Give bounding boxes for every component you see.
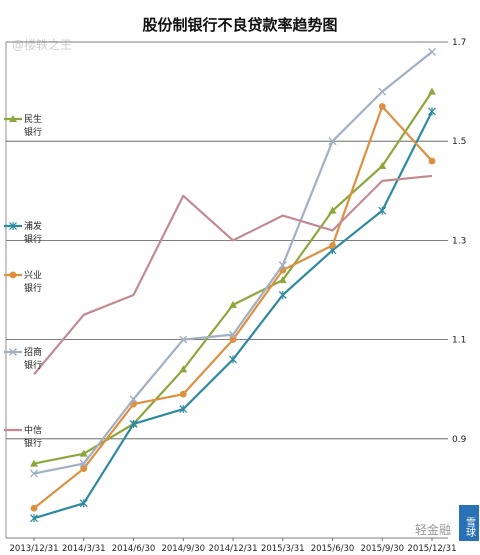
data-point-stroke <box>179 335 188 344</box>
data-point <box>428 157 436 165</box>
data-point <box>229 330 237 339</box>
chart-title: 股份制银行不良贷款率趋势图 <box>142 16 337 34</box>
legend-label-line: 中信 <box>24 424 42 436</box>
series-兴业银行 <box>30 103 436 512</box>
legend-label: 中信银行 <box>24 424 42 449</box>
x-tick-label: 2014/12/31 <box>209 544 258 554</box>
data-point <box>378 103 386 110</box>
legend-label-line: 银行 <box>24 233 42 245</box>
x-tick-label: 2015/3/31 <box>261 544 305 554</box>
data-point <box>30 459 38 467</box>
series-招商银行 <box>30 47 436 478</box>
data-point-stroke <box>328 137 337 146</box>
data-point-stroke <box>428 47 436 56</box>
x-tick-label: 2014/9/30 <box>161 544 205 554</box>
data-point <box>378 162 387 169</box>
data-point <box>30 514 38 523</box>
data-point <box>80 465 88 472</box>
data-point <box>9 222 17 230</box>
data-point <box>179 335 188 344</box>
data-point <box>378 206 387 215</box>
x-tick-label: 2013/12/31 <box>10 544 59 554</box>
legend-label-line: 银行 <box>24 359 42 371</box>
data-point <box>428 107 436 116</box>
series-group <box>30 47 436 523</box>
series-line <box>33 174 433 376</box>
y-tick-label: 1.7 <box>452 38 466 48</box>
series-民生银行 <box>30 87 436 467</box>
x-tick-label: 2015/9/30 <box>360 544 404 554</box>
data-point <box>30 469 38 478</box>
series-line <box>33 51 433 475</box>
data-point <box>328 206 337 214</box>
legend-label-line: 银行 <box>24 437 42 449</box>
y-tick-label: 1.3 <box>452 236 466 246</box>
series-中信银行 <box>33 174 433 376</box>
legend-entry: 招商银行 <box>4 346 42 371</box>
data-point <box>79 459 88 468</box>
data-point <box>278 290 287 299</box>
data-point-stroke <box>278 261 287 270</box>
x-axis: 2013/12/31 2014/3/31 2014/6/30 2014/9/30 201… <box>6 537 457 554</box>
data-point <box>179 405 188 414</box>
legend-label-line: 浦发 <box>24 220 42 232</box>
legend-label-line: 兴业 <box>24 270 42 281</box>
data-point <box>9 348 17 356</box>
watermark-bottom-right: 轻金融 <box>415 522 451 537</box>
data-point <box>329 241 336 249</box>
series-line <box>33 90 433 465</box>
data-point <box>378 87 387 96</box>
x-tick-label: 2014/3/31 <box>62 544 106 554</box>
data-point <box>428 87 436 95</box>
x-tick-label: 2015/6/30 <box>311 544 355 554</box>
legend-entry: 民生银行 <box>4 113 42 138</box>
legend-entry: 浦发银行 <box>4 220 42 245</box>
y-tick-label: 1.1 <box>452 336 466 346</box>
legend-label: 兴业银行 <box>24 270 42 294</box>
data-point <box>328 137 337 146</box>
data-point <box>229 300 237 308</box>
x-tick-label: 2014/6/30 <box>112 544 156 554</box>
data-point <box>179 390 187 398</box>
data-point <box>278 261 287 270</box>
legend-label: 浦发银行 <box>24 220 42 245</box>
legend-entry: 中信银行 <box>4 424 42 449</box>
data-point-stroke <box>30 469 38 478</box>
data-point <box>79 449 88 457</box>
data-point <box>179 365 188 373</box>
legend-label: 招商银行 <box>24 346 42 371</box>
data-point <box>129 395 138 404</box>
corner-badge-box <box>459 505 479 541</box>
data-point-stroke <box>229 330 237 339</box>
data-point <box>9 115 17 122</box>
data-point <box>79 499 88 508</box>
watermark-top-left: @楼轶之王 <box>12 37 72 52</box>
legend-label-line: 银行 <box>24 282 42 294</box>
data-point <box>428 47 436 56</box>
data-point-stroke <box>79 459 88 468</box>
data-point <box>229 336 237 343</box>
legend-label-line: 民生 <box>24 113 42 125</box>
series-浦发银行 <box>30 107 436 523</box>
data-point <box>30 504 38 512</box>
corner-badge-text: 雪球 <box>464 517 476 537</box>
y-tick-label: 0.9 <box>452 435 467 445</box>
data-point <box>229 355 237 364</box>
legend-label-line: 银行 <box>24 126 42 138</box>
data-point <box>129 419 138 428</box>
y-tick-label: 1.5 <box>452 137 466 147</box>
data-point-stroke <box>378 87 387 96</box>
data-point <box>9 271 17 279</box>
data-point-stroke <box>129 395 138 404</box>
data-point <box>278 276 287 284</box>
legend-label-line: 招商 <box>24 346 42 358</box>
x-tick-label: 2015/12/31 <box>408 544 457 554</box>
y-axis-ticks: 0.9 1.1 1.3 1.5 1.7 <box>452 38 467 445</box>
legend-label: 民生银行 <box>24 113 42 138</box>
legend-entry: 兴业银行 <box>4 270 42 294</box>
data-point-stroke <box>9 348 17 356</box>
grid-lines <box>5 41 448 538</box>
